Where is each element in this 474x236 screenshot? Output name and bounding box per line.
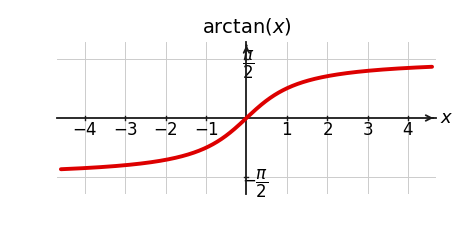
Text: $\mathrm{arctan}(x)$: $\mathrm{arctan}(x)$ (201, 16, 292, 37)
Text: $x$: $x$ (440, 109, 453, 127)
